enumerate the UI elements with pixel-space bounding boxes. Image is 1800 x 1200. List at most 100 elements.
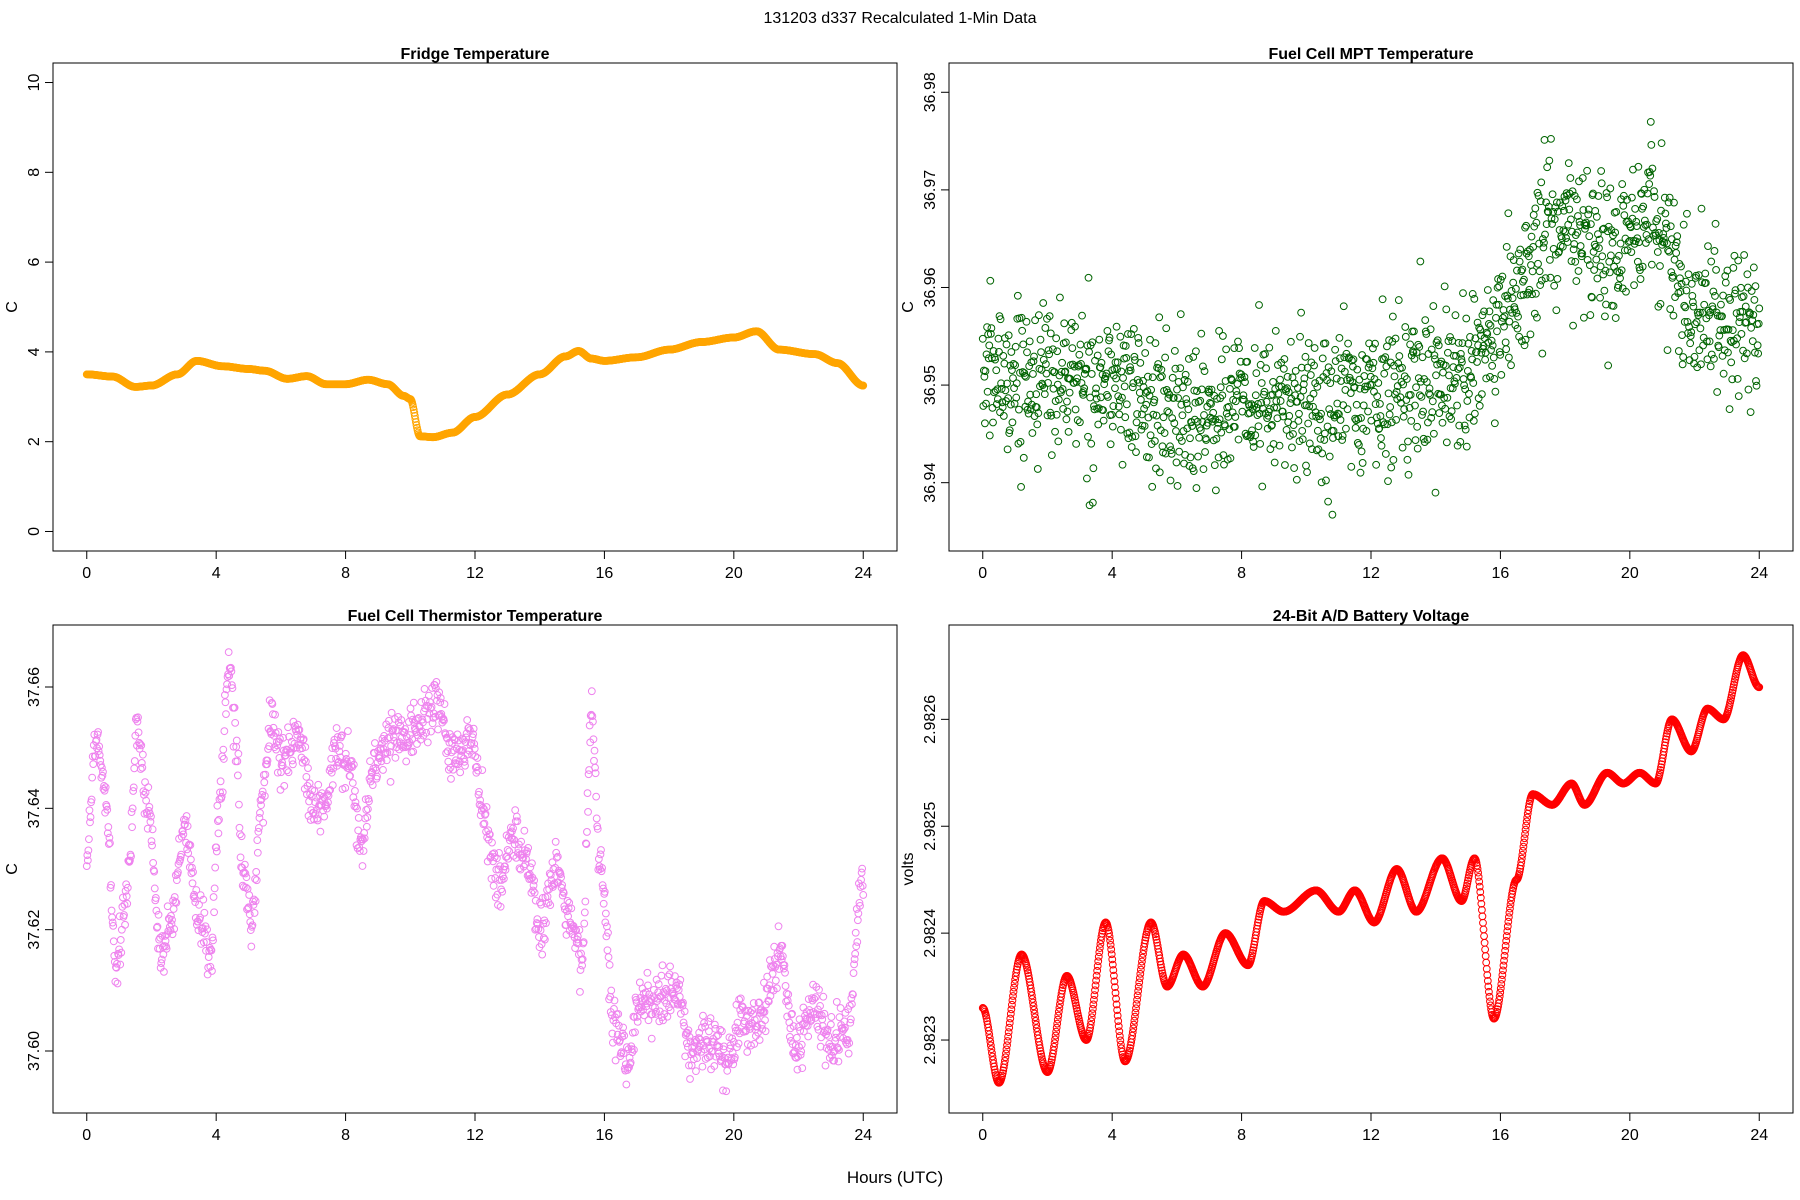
data-point: [1711, 219, 1720, 228]
data-point: [819, 992, 828, 1001]
data-point: [237, 832, 246, 841]
data-point: [1527, 261, 1535, 269]
x-tick-label: 4: [212, 565, 221, 582]
data-point: [717, 1027, 726, 1036]
data-point: [1320, 436, 1329, 444]
data-point: [1669, 311, 1678, 320]
data-point: [235, 800, 243, 809]
data-point: [1483, 286, 1492, 294]
data-point: [1063, 397, 1071, 406]
data-point: [1008, 418, 1017, 427]
data-point: [1597, 167, 1606, 175]
data-point: [1679, 220, 1688, 229]
y-tick-label: 36.95: [922, 365, 939, 405]
y-tick-label: 37.66: [26, 667, 43, 707]
data-point: [1413, 444, 1422, 453]
data-point: [606, 992, 615, 1001]
data-point: [1022, 317, 1031, 326]
x-tick-label: 16: [1492, 1127, 1510, 1144]
data-point: [1075, 350, 1084, 359]
data-point: [1015, 405, 1023, 414]
data-point: [781, 982, 790, 990]
data-point: [774, 922, 783, 931]
data-point: [1352, 400, 1361, 409]
data-point: [236, 830, 244, 839]
data-point: [1709, 287, 1718, 296]
data-point: [456, 768, 465, 777]
data-point: [597, 846, 605, 854]
data-point: [1252, 369, 1261, 378]
x-tick-label: 8: [341, 565, 350, 582]
data-point: [1550, 281, 1559, 290]
data-point: [1531, 204, 1540, 213]
data-point: [1276, 375, 1284, 384]
data-point: [988, 403, 997, 412]
data-point: [211, 863, 220, 872]
data-point: [1564, 159, 1573, 168]
data-point: [1674, 347, 1683, 355]
data-point: [1174, 394, 1182, 402]
data-point: [1327, 426, 1336, 435]
data-point: [1023, 348, 1031, 357]
data-point: [723, 1066, 732, 1075]
data-point: [1370, 387, 1378, 396]
data-point: [1388, 312, 1397, 321]
data-point: [1508, 294, 1517, 303]
data-point: [1095, 335, 1104, 344]
data-point: [1233, 391, 1241, 399]
data-point: [1429, 302, 1438, 310]
data-point: [1029, 370, 1037, 378]
data-point: [1552, 306, 1561, 315]
data-point: [250, 909, 259, 917]
data-point: [1511, 284, 1520, 293]
data-point: [792, 1033, 801, 1042]
data-point: [1478, 311, 1487, 320]
data-point: [1704, 242, 1712, 251]
data-point: [236, 853, 245, 862]
data-point: [1037, 348, 1045, 357]
data-point: [1384, 389, 1393, 398]
data-point: [1172, 427, 1180, 435]
data-point: [148, 825, 157, 834]
data-point: [410, 411, 419, 420]
data-point: [983, 387, 992, 396]
data-point: [1666, 305, 1675, 313]
data-point: [1002, 340, 1011, 349]
x-tick-label: 12: [466, 1127, 484, 1144]
data-point: [1364, 407, 1372, 416]
data-point: [1743, 270, 1752, 279]
data-point: [1504, 353, 1513, 362]
data-point: [85, 806, 94, 815]
data-point: [247, 942, 256, 951]
data-point: [1355, 375, 1364, 384]
data-point: [1254, 422, 1263, 431]
data-point: [203, 970, 212, 979]
data-point: [1567, 215, 1575, 224]
data-point: [1089, 464, 1098, 473]
data-point: [607, 986, 616, 995]
data-point: [1033, 465, 1042, 473]
data-point: [1435, 409, 1444, 417]
data-point: [666, 962, 674, 971]
data-point: [538, 950, 547, 959]
data-point: [1054, 437, 1063, 446]
data-point: [117, 925, 126, 934]
data-point: [256, 809, 264, 817]
data-point: [348, 779, 357, 787]
data-point: [1013, 291, 1022, 300]
data-point: [761, 1016, 769, 1025]
y-axis-label: C: [4, 863, 21, 875]
data-point: [826, 1020, 835, 1029]
data-point: [1462, 314, 1471, 323]
data-point: [1275, 441, 1284, 450]
data-point: [1025, 337, 1034, 346]
data-point: [1217, 355, 1226, 364]
y-tick-label: 2.9824: [922, 909, 939, 958]
x-tick-label: 0: [978, 565, 987, 582]
data-point: [1211, 486, 1220, 495]
data-point: [978, 334, 987, 343]
data-point: [1192, 484, 1201, 492]
y-tick-label: 2: [26, 437, 43, 446]
data-point: [1118, 460, 1127, 469]
